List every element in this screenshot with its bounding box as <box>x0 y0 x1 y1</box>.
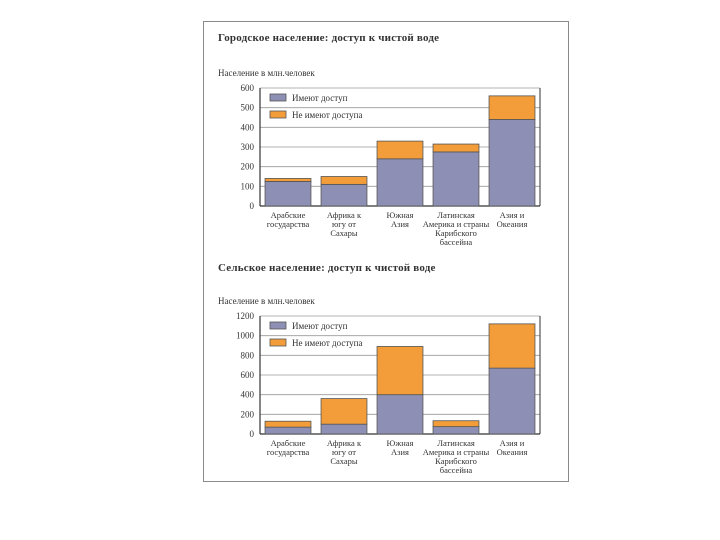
bar-segment-access <box>432 426 480 435</box>
bar-segment-access <box>488 119 536 207</box>
urban-y-axis-label: Население в млн.человек <box>218 68 315 78</box>
category-label: югу от <box>332 447 356 457</box>
figure-sheet: Городское население: доступ к чистой вод… <box>203 21 569 482</box>
y-tick-label: 200 <box>241 409 255 419</box>
category-label: Азия <box>391 447 409 457</box>
category-label: Латинская <box>437 438 475 448</box>
category-label: Азия и <box>500 438 525 448</box>
category-label: Азия и <box>500 210 525 220</box>
y-tick-label: 500 <box>241 103 255 113</box>
category-label: государства <box>267 219 310 229</box>
category-label: Карибского <box>435 456 477 466</box>
category-label: Океания <box>497 219 528 229</box>
legend-label-access: Имеют доступ <box>292 321 348 331</box>
y-tick-label: 400 <box>241 122 255 132</box>
category-label: бассейна <box>440 237 473 247</box>
y-tick-label: 600 <box>241 83 255 93</box>
category-label: Азия <box>391 219 409 229</box>
category-label: государства <box>267 447 310 457</box>
category-label: Америка и страны <box>423 447 490 457</box>
bar-segment-no-access <box>376 140 424 160</box>
category-label: Сахары <box>330 228 358 238</box>
bar-segment-no-access <box>432 420 480 428</box>
bar-segment-access <box>320 423 368 435</box>
bar-segment-no-access <box>488 95 536 120</box>
legend-label-no-access: Не имеют доступа <box>292 338 362 348</box>
y-tick-label: 600 <box>241 370 255 380</box>
y-tick-label: 400 <box>241 390 255 400</box>
bar-segment-access <box>376 158 424 207</box>
category-label: Карибского <box>435 228 477 238</box>
category-label: Южная <box>387 438 414 448</box>
category-label: Африка к <box>327 438 362 448</box>
rural-y-axis-label: Население в млн.человек <box>218 296 315 306</box>
rural-water-chart: 0 200 400 600 800 1000 1200 Арабскиегосударства… <box>236 311 541 475</box>
legend-swatch-access <box>269 321 287 330</box>
bar-segment-no-access <box>320 176 368 185</box>
bar-segment-no-access <box>376 346 424 396</box>
legend-swatch-no-access <box>269 338 287 347</box>
category-label: Сахары <box>330 456 358 466</box>
y-tick-label: 300 <box>241 142 255 152</box>
y-tick-label: 800 <box>241 350 255 360</box>
bar-segment-access <box>432 151 480 207</box>
y-tick-label: 0 <box>250 201 255 211</box>
category-label: югу от <box>332 219 356 229</box>
legend-label-access: Имеют доступ <box>292 93 348 103</box>
bar-segment-no-access <box>320 398 368 425</box>
category-label: Арабские <box>271 438 306 448</box>
category-label: бассейна <box>440 465 473 475</box>
category-label: Южная <box>387 210 414 220</box>
legend-swatch-no-access <box>269 110 287 119</box>
bar-segment-no-access <box>264 178 312 182</box>
bar-segment-access <box>264 181 312 207</box>
category-label: Океания <box>497 447 528 457</box>
y-tick-label: 1200 <box>236 311 255 321</box>
category-label: Америка и страны <box>423 219 490 229</box>
y-tick-label: 100 <box>241 181 255 191</box>
bar-segment-no-access <box>432 143 480 153</box>
category-label: Арабские <box>271 210 306 220</box>
y-tick-label: 0 <box>250 429 255 439</box>
legend-swatch-access <box>269 93 287 102</box>
y-tick-label: 200 <box>241 162 255 172</box>
bar-segment-no-access <box>264 420 312 428</box>
bar-segment-access <box>488 367 536 435</box>
bar-segment-no-access <box>488 323 536 369</box>
y-tick-label: 1000 <box>236 331 255 341</box>
legend-label-no-access: Не имеют доступа <box>292 110 362 120</box>
category-label: Африка к <box>327 210 362 220</box>
urban-chart-title: Городское население: доступ к чистой вод… <box>218 32 440 44</box>
bar-segment-access <box>264 426 312 435</box>
bar-segment-access <box>376 394 424 435</box>
rural-chart-title: Сельское население: доступ к чистой воде <box>218 262 436 274</box>
bar-segment-access <box>320 183 368 207</box>
category-label: Латинская <box>437 210 475 220</box>
